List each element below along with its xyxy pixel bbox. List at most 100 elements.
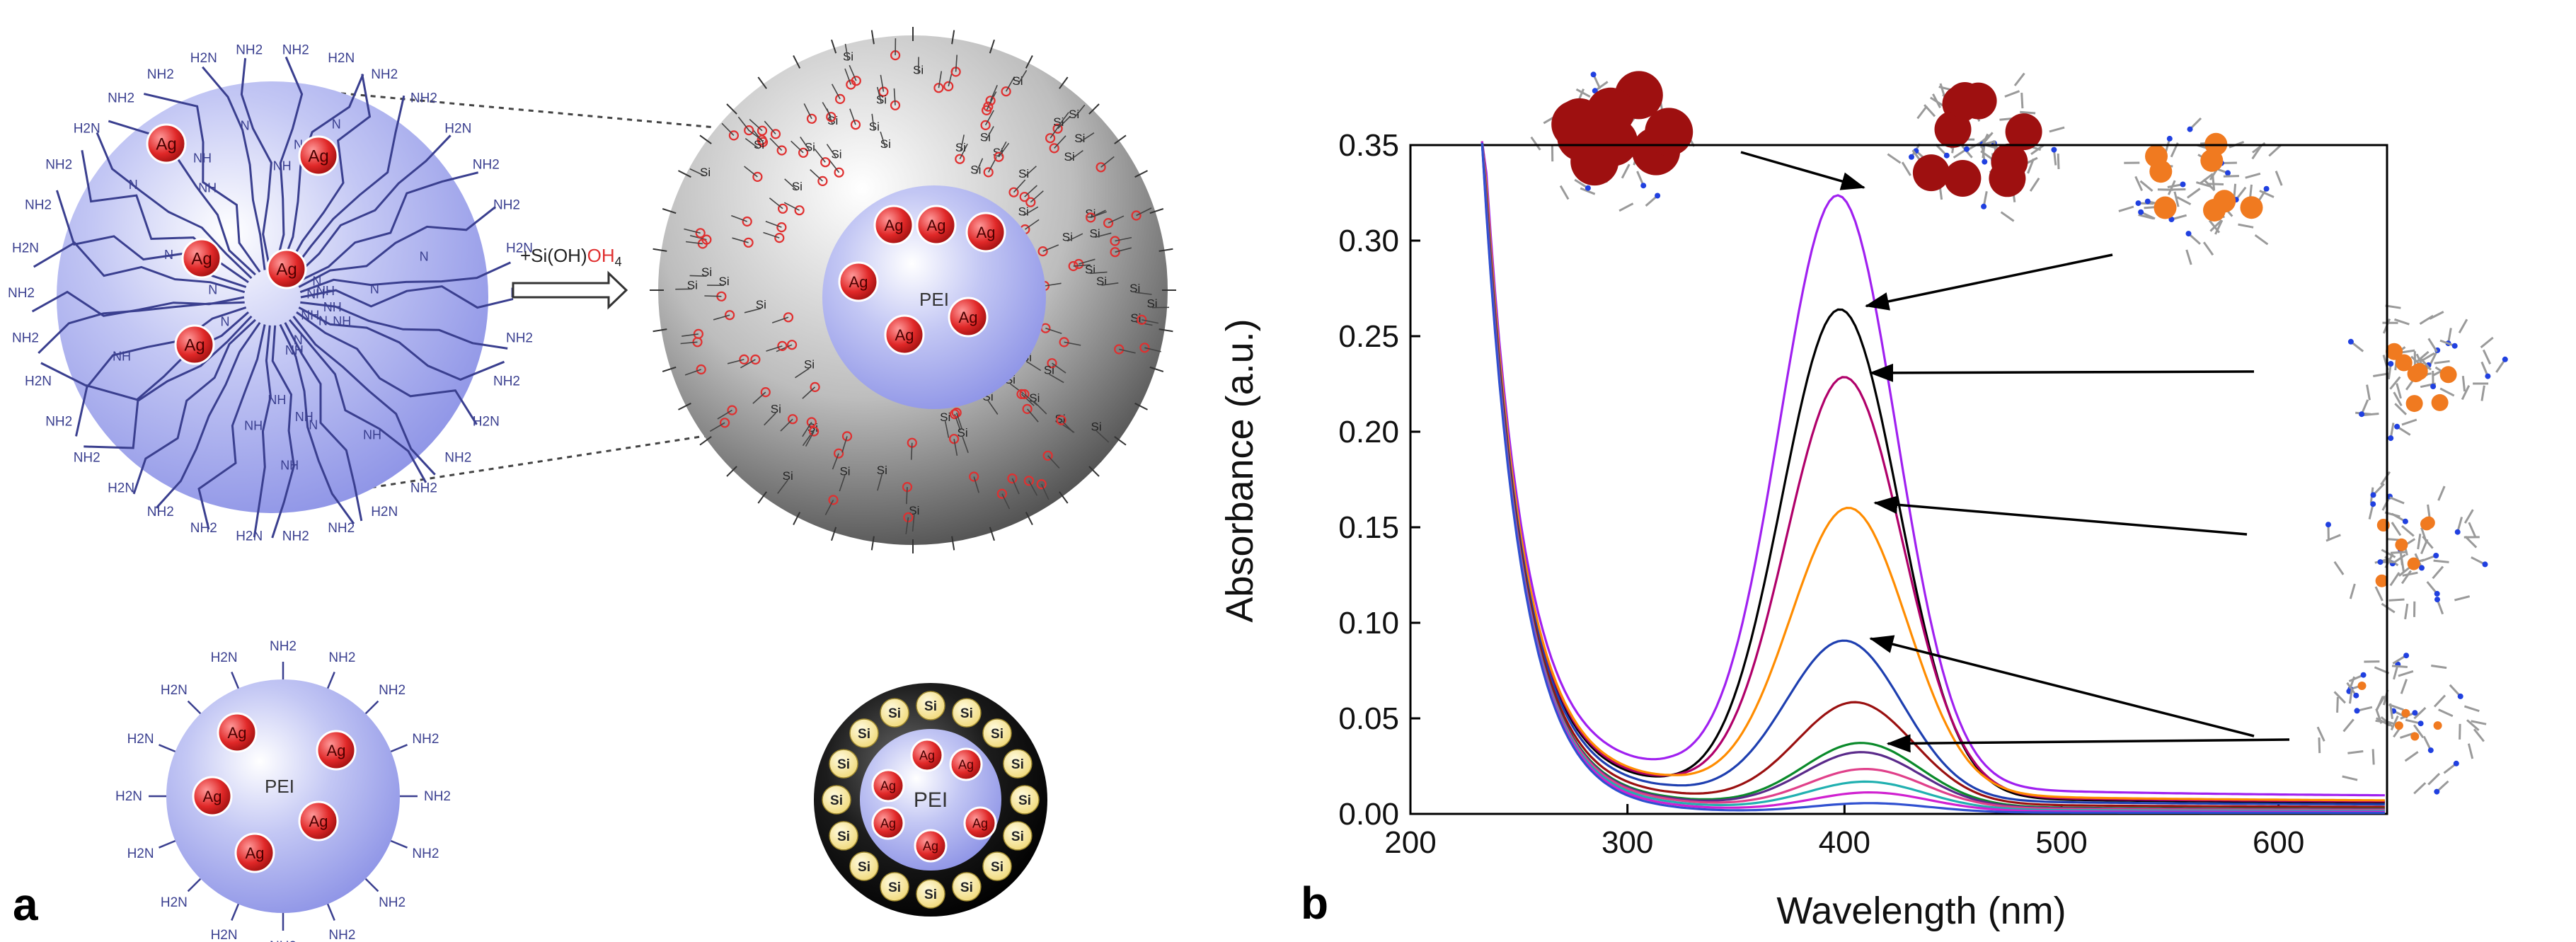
bond	[844, 68, 852, 85]
amine-label: NH2	[410, 481, 437, 495]
bond	[2420, 527, 2428, 543]
silver-atom	[2433, 721, 2442, 730]
oxygen-atom	[841, 431, 853, 442]
bond	[721, 122, 735, 136]
bond	[1045, 327, 1062, 334]
bond	[2417, 533, 2422, 550]
cluster-structure	[2325, 471, 2488, 620]
n-label: N	[309, 418, 318, 432]
amine-bond	[187, 878, 202, 892]
silver-atom	[2401, 708, 2410, 718]
oxygen-atom	[996, 488, 1008, 499]
bond	[727, 359, 744, 364]
bond	[1066, 233, 1083, 242]
silver-nanoparticle: Ag	[192, 776, 233, 817]
oxygen-atom	[834, 167, 844, 178]
bond	[2437, 486, 2446, 501]
bond	[1025, 361, 1042, 372]
silver-atom	[2395, 538, 2408, 551]
y-tick-label: 0.30	[1338, 224, 1399, 258]
oxygen-atom	[806, 417, 817, 427]
silver-atom	[2407, 557, 2420, 570]
bond	[1024, 219, 1040, 230]
silver-nanoparticle: Ag	[838, 261, 879, 302]
chain	[299, 261, 512, 294]
amine-bond	[159, 744, 176, 753]
amine-bond	[159, 839, 176, 849]
nitrogen-atom	[1592, 88, 1598, 94]
core-shell-silver: Ag Ag Ag Ag Ag Ag	[871, 738, 997, 863]
si-atom: Si	[1018, 167, 1029, 180]
core-silver-nanoparticles: Ag Ag Ag Ag Ag Ag	[838, 205, 1006, 355]
n-label: NH	[280, 459, 299, 473]
oxygen-atom	[1052, 123, 1063, 134]
n-label: N	[164, 248, 173, 262]
bond	[2413, 782, 2427, 795]
si-atom: Si	[1064, 150, 1075, 163]
silver-nanoparticle: Ag	[298, 800, 339, 842]
ag-label: Ag	[156, 135, 176, 154]
bond	[973, 476, 979, 493]
bond	[2389, 496, 2405, 505]
oxygen-atom	[1001, 86, 1011, 97]
si-bead-label: Si	[888, 706, 901, 721]
bond	[2118, 205, 2134, 212]
nitrogen-atom	[1909, 154, 1914, 160]
bond	[2393, 391, 2403, 407]
chain	[96, 132, 253, 280]
bond	[2439, 387, 2455, 397]
amine-label: NH2	[236, 43, 263, 58]
pei-nanoparticle-small: PEI NH2 NH2 NH2 NH2 NH2 H2N H2N H2N H2N H2N H2N H2N…	[115, 639, 451, 942]
n-label: NH	[285, 343, 304, 357]
si-atom: Si	[1044, 364, 1054, 377]
bond	[2419, 314, 2434, 325]
oxygen-atom	[951, 407, 962, 418]
surface-bond	[678, 402, 691, 410]
bond	[2238, 223, 2254, 229]
si-bead-label: Si	[960, 880, 973, 895]
oxygen-atom	[943, 81, 954, 92]
surface-bond	[1114, 436, 1127, 446]
bond	[764, 412, 776, 426]
bond	[1618, 202, 1634, 212]
nitrogen-atom	[2166, 135, 2173, 142]
si-atom: Si	[754, 138, 764, 151]
amine-bond	[187, 700, 202, 715]
bond	[824, 500, 834, 515]
bond	[2463, 509, 2474, 524]
amine-label: NH2	[379, 895, 406, 910]
nitrogen-atom	[1585, 185, 1591, 191]
n-label: NH	[273, 159, 292, 173]
bond	[1580, 187, 1596, 195]
bond	[2413, 706, 2427, 720]
bond	[744, 137, 759, 149]
silver-nanoparticle: Ag	[217, 712, 258, 753]
amine-label: H2N	[211, 650, 238, 665]
n-label: NH	[244, 418, 263, 432]
bond	[780, 418, 793, 432]
series-s5	[1480, 141, 2385, 806]
chain	[40, 306, 247, 388]
bond	[2176, 196, 2192, 206]
chain	[298, 306, 505, 381]
amine-label: H2N	[236, 529, 263, 544]
si-bead-label: Si	[991, 727, 1004, 742]
surface-bond	[726, 103, 737, 115]
bond	[2057, 153, 2060, 169]
amine-label: NH2	[147, 67, 174, 82]
surface-bond	[699, 134, 712, 144]
reaction-arrow: +Si(OH)OH4	[512, 245, 628, 310]
bond	[1040, 483, 1050, 500]
silver-atom	[2386, 343, 2403, 360]
nitrogen-atom	[2482, 561, 2488, 568]
si-atom: Si	[792, 180, 803, 193]
bond	[1079, 258, 1096, 265]
bond	[2388, 598, 2405, 602]
oxygen-atom	[834, 93, 846, 104]
bond	[2427, 773, 2441, 786]
bond	[955, 54, 958, 72]
amine-label: H2N	[161, 895, 188, 910]
silver-atom	[2407, 365, 2425, 383]
bond	[790, 140, 804, 154]
nitrogen-atom	[2412, 710, 2418, 716]
